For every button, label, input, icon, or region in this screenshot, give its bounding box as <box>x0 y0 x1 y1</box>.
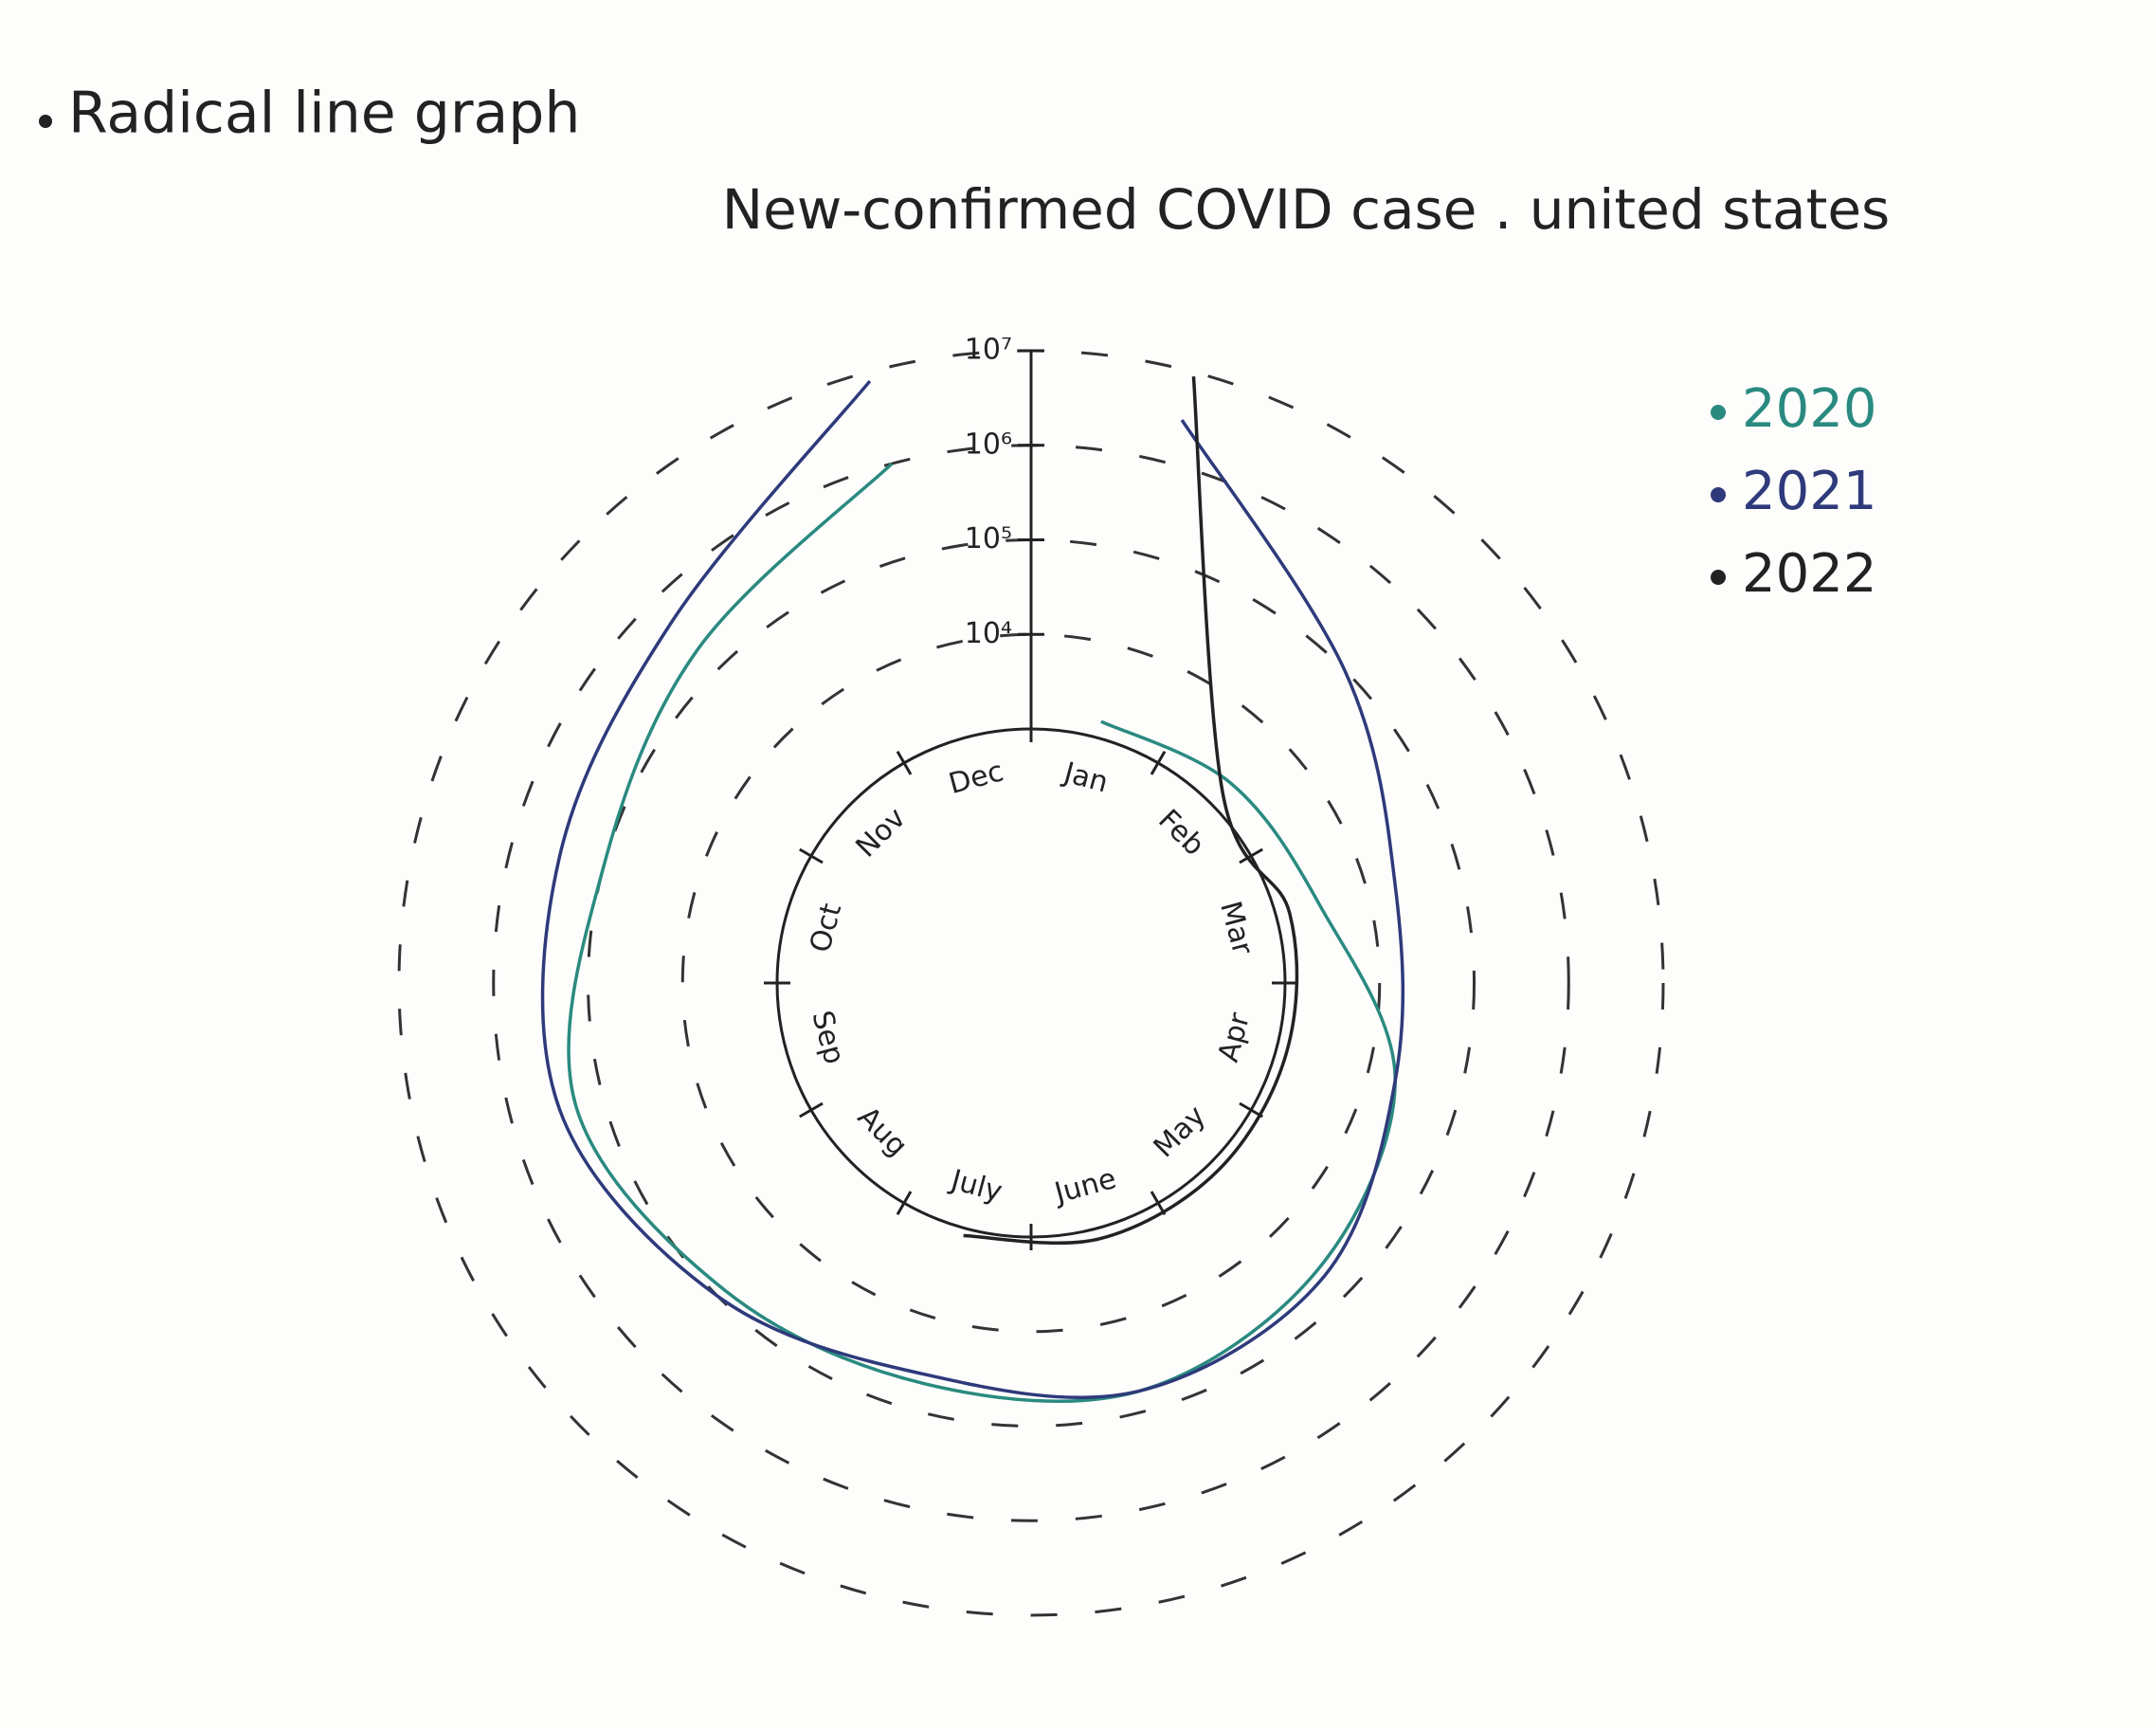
month-tick <box>799 847 824 864</box>
month-label: Sep <box>805 1008 850 1068</box>
month-label: Mar <box>1213 898 1259 958</box>
base-circle <box>775 727 1287 1239</box>
legend-dot <box>1711 570 1726 585</box>
legend-label: 2020 <box>1742 378 1877 440</box>
month-label: Apr <box>1212 1009 1257 1065</box>
month-tick <box>896 1191 913 1215</box>
grid-circle <box>680 632 1382 1334</box>
series-line <box>963 376 1299 1246</box>
month-label: Nov <box>850 802 913 864</box>
month-tick <box>799 1101 824 1119</box>
y-tick-label: 10⁵ <box>965 522 1012 555</box>
month-label: Feb <box>1151 803 1210 862</box>
month-label: Dec <box>945 755 1006 801</box>
legend-dot <box>1711 487 1726 502</box>
note: Radical line graph <box>68 81 580 147</box>
month-label: May <box>1148 1100 1213 1165</box>
month-label: Aug <box>851 1101 914 1163</box>
series-line <box>567 462 1397 1404</box>
month-label: Jan <box>1059 755 1112 799</box>
month-label: July <box>946 1163 1006 1209</box>
month-label: Oct <box>804 900 848 956</box>
month-label: June <box>1049 1162 1119 1210</box>
month-tick <box>1150 751 1167 775</box>
y-tick-label: 10⁶ <box>965 428 1012 461</box>
note-bullet <box>39 115 52 128</box>
month-tick <box>896 751 913 775</box>
legend-label: 2021 <box>1742 461 1877 522</box>
legend-dot <box>1711 405 1726 420</box>
series-line <box>540 379 1405 1400</box>
legend-label: 2022 <box>1742 543 1877 605</box>
y-tick-label: 10⁷ <box>965 334 1012 367</box>
month-tick <box>1239 847 1263 864</box>
chart-title: New-confirmed COVID case . united states <box>722 177 1890 242</box>
y-tick-label: 10⁴ <box>965 617 1012 650</box>
